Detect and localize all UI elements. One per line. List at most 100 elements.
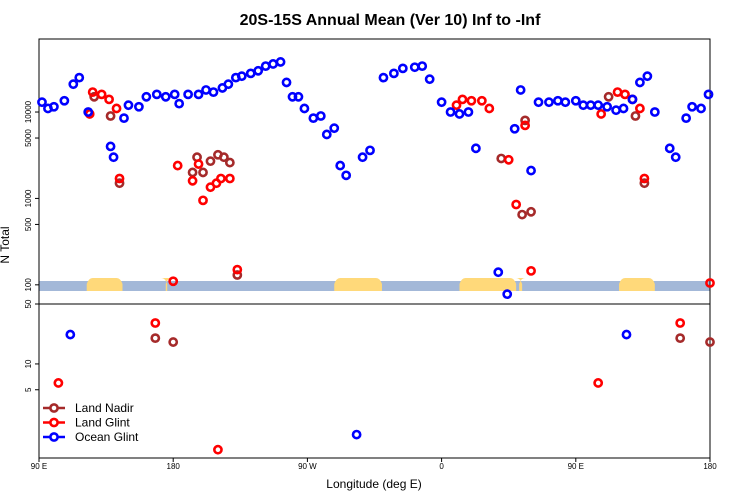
land-glint-point: [104, 94, 114, 105]
ocean-glint-point: [424, 74, 435, 85]
land-mask-segment: [619, 278, 655, 291]
land-nadir-point: [205, 156, 216, 167]
ocean-glint-point: [74, 72, 85, 83]
ocean-glint-point: [83, 107, 94, 117]
land-glint-point: [596, 109, 607, 119]
y-tick-label: 100: [24, 278, 33, 292]
x-tick-label: 90 W: [298, 462, 317, 471]
ocean-glint-point: [357, 152, 368, 163]
land-mask-segment: [516, 278, 526, 291]
land-nadir-point: [218, 152, 229, 163]
chart-title: 20S-15S Annual Mean (Ver 10) Inf to -Inf: [240, 12, 541, 29]
y-tick-label: 10: [24, 359, 33, 368]
ocean-glint-point: [618, 103, 629, 114]
ocean-glint-point: [570, 95, 581, 106]
land-nadir-legend-label: Land Nadir: [75, 401, 134, 415]
ocean-glint-point: [388, 68, 399, 79]
land-ocean-mask: [39, 278, 710, 291]
ocean-glint-point: [351, 429, 362, 440]
land-glint-point: [466, 95, 477, 106]
lower-panel-frame: [38, 303, 711, 459]
land-nadir-point: [105, 111, 116, 121]
land-glint-lower-series: [53, 318, 686, 455]
land-nadir-point: [603, 91, 614, 102]
ocean-glint-point: [502, 289, 513, 300]
y-tick-label: 5: [24, 387, 33, 392]
land-nadir-point: [630, 111, 641, 121]
ocean-glint-point: [223, 79, 234, 90]
ocean-glint-point: [493, 267, 504, 278]
ocean-glint-point: [253, 65, 264, 76]
ocean-glint-point: [533, 97, 544, 108]
ocean-glint-point: [65, 329, 76, 340]
land-nadir-point: [198, 167, 208, 178]
ocean-glint-point: [193, 89, 204, 100]
ocean-glint-point: [268, 59, 279, 69]
ocean-glint-point: [409, 62, 420, 73]
land-glint-point: [457, 94, 468, 105]
ocean-glint-point: [260, 61, 271, 71]
land-nadir-point: [187, 167, 198, 178]
land-glint-legend-marker: [49, 417, 59, 428]
land-glint-point: [675, 318, 686, 328]
ocean-glint-point: [335, 160, 346, 171]
land-glint-point: [150, 318, 161, 328]
lower-panel: 5 10 50 90 E 180 90 W 0 90 E 180: [24, 299, 717, 471]
land-glint-legend-label: Land Glint: [75, 416, 130, 430]
x-axis-label: Longitude (deg E): [326, 477, 421, 491]
ocean-glint-point: [578, 100, 589, 111]
land-nadir-point: [639, 178, 650, 189]
ocean-glint-point: [670, 152, 681, 163]
ocean-glint-point: [593, 100, 604, 111]
ocean-glint-point: [68, 79, 79, 90]
land-glint-point: [168, 276, 179, 287]
ocean-glint-point: [321, 129, 332, 140]
ocean-glint-point: [208, 87, 219, 98]
ocean-glint-point: [108, 152, 119, 163]
ocean-glint-point: [105, 141, 116, 152]
ocean-glint-point: [169, 89, 180, 100]
ocean-glint-upper-series: [37, 57, 714, 300]
ocean-glint-point: [687, 101, 698, 112]
ocean-glint-point: [59, 95, 70, 106]
land-glint-point: [526, 265, 536, 276]
land-glint-point: [593, 378, 604, 388]
ocean-glint-point: [696, 103, 706, 114]
land-glint-point: [520, 120, 531, 131]
land-glint-point: [476, 95, 487, 106]
ocean-glint-point: [621, 329, 632, 340]
ocean-glint-point: [611, 105, 621, 116]
ocean-glint-point: [436, 97, 447, 108]
land-glint-point: [96, 89, 107, 100]
land-glint-point: [511, 199, 522, 210]
land-glint-point: [503, 154, 514, 165]
ocean-glint-point: [341, 170, 352, 181]
land-glint-point: [612, 87, 623, 98]
x-tick-label: 0: [439, 462, 444, 471]
land-glint-upper-series: [84, 87, 715, 288]
land-glint-point: [705, 278, 715, 288]
ocean-glint-point: [515, 85, 526, 95]
land-nadir-lower-series: [150, 333, 715, 347]
ocean-glint-point: [635, 77, 645, 88]
land-glint-point: [620, 89, 630, 100]
y-tick-label: 1000: [24, 189, 33, 207]
upper-panel-frame: [38, 38, 711, 305]
ocean-glint-point: [365, 145, 375, 156]
ocean-glint-point: [627, 94, 638, 105]
ocean-glint-point: [445, 107, 456, 117]
ocean-glint-point: [329, 123, 340, 134]
ocean-glint-point: [151, 89, 162, 100]
land-nadir-point: [168, 337, 179, 347]
land-glint-point: [187, 175, 198, 186]
land-glint-point: [216, 173, 226, 184]
ocean-glint-point: [642, 71, 653, 82]
x-tick-label: 180: [167, 462, 181, 471]
land-nadir-upper-series: [89, 91, 650, 280]
ocean-glint-point: [123, 100, 134, 111]
ocean-glint-point: [201, 85, 211, 95]
y-tick-label: 500: [24, 217, 33, 231]
ocean-glint-point: [37, 97, 47, 108]
ocean-glint-point: [470, 143, 481, 154]
land-glint-point: [87, 87, 98, 98]
